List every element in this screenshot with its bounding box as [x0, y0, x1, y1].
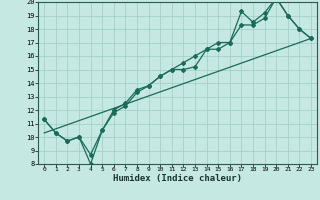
X-axis label: Humidex (Indice chaleur): Humidex (Indice chaleur) [113, 174, 242, 183]
